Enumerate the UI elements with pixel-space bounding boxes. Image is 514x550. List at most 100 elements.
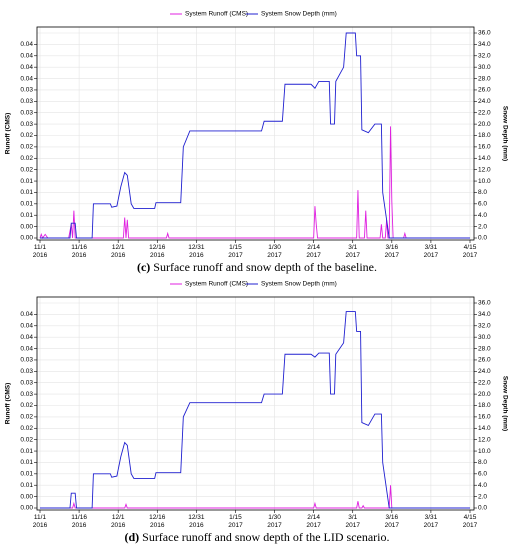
y-tick-label: 0.01	[20, 448, 33, 455]
series-line	[40, 32, 470, 239]
y2-tick-label: 0.0	[478, 235, 487, 242]
y2-tick-label: 6.0	[478, 471, 487, 478]
y2-tick-label: 32.0	[478, 52, 491, 59]
y2-axis-title: Snow Depth (mm)	[501, 106, 508, 161]
y-tick-label: 0.03	[20, 379, 33, 386]
y2-tick-label: 8.0	[478, 459, 487, 466]
y-tick-label: 0.04	[20, 41, 33, 48]
caption: (c) Surface runoff and snow depth of the …	[137, 260, 377, 274]
x-tick-label: 2/14 2017	[306, 514, 321, 529]
caption-text: Surface runoff and snow depth of the LID…	[142, 530, 389, 544]
y2-tick-label: 20.0	[478, 391, 491, 398]
y2-tick-label: 34.0	[478, 41, 491, 48]
legend-label: System Snow Depth (mm)	[261, 11, 337, 18]
y-tick-label: 0.00	[20, 505, 33, 512]
y2-tick-label: 30.0	[478, 64, 491, 71]
y2-tick-label: 8.0	[478, 189, 487, 196]
y2-tick-label: 34.0	[478, 311, 491, 318]
y-tick-label: 0.01	[20, 482, 33, 489]
series-line	[40, 311, 470, 509]
y2-tick-label: 16.0	[478, 144, 491, 151]
y-tick-label: 0.01	[20, 212, 33, 219]
y2-tick-label: 22.0	[478, 379, 491, 386]
y-tick-label: 0.03	[20, 368, 33, 375]
y-tick-label: 0.03	[20, 357, 33, 364]
x-tick-label: 1/15 2017	[228, 244, 243, 259]
y-tick-label: 0.04	[20, 75, 33, 82]
x-tick-label: 12/16 2016	[149, 244, 166, 259]
x-tick-label: 1/30 2017	[267, 514, 282, 529]
y-tick-label: 0.04	[20, 311, 33, 318]
y-tick-label: 0.02	[20, 132, 33, 139]
y-tick-label: 0.04	[20, 64, 33, 71]
x-tick-label: 11/1 2016	[33, 244, 48, 259]
y-tick-label: 0.02	[20, 155, 33, 162]
plot-frame	[36, 26, 475, 241]
x-tick-label: 3/1 2017	[345, 244, 360, 259]
y-tick-label: 0.00	[20, 235, 33, 242]
x-tick-label: 1/30 2017	[267, 244, 282, 259]
y2-tick-label: 18.0	[478, 402, 491, 409]
legend-label: System Runoff (CMS)	[185, 281, 248, 288]
x-tick-label: 12/1 2016	[111, 244, 126, 259]
x-tick-label: 12/31 2016	[188, 244, 205, 259]
y2-tick-label: 4.0	[478, 482, 487, 489]
y-tick-label: 0.04	[20, 52, 33, 59]
y-tick-label: 0.03	[20, 98, 33, 105]
caption-text: Surface runoff and snow depth of the bas…	[153, 260, 377, 274]
x-tick-label: 3/31 2017	[424, 514, 439, 529]
y2-tick-label: 26.0	[478, 357, 491, 364]
y-tick-label: 0.02	[20, 436, 33, 443]
x-tick-label: 4/15 2017	[463, 244, 478, 259]
y2-tick-label: 0.0	[478, 505, 487, 512]
y-tick-label: 0.02	[20, 425, 33, 432]
y2-tick-label: 2.0	[478, 493, 487, 500]
y2-tick-label: 12.0	[478, 166, 491, 173]
x-tick-label: 12/16 2016	[149, 514, 166, 529]
y-tick-label: 0.00	[20, 493, 33, 500]
x-tick-label: 12/1 2016	[111, 514, 126, 529]
y-tick-label: 0.03	[20, 121, 33, 128]
chart: 0.0 2.0 4.0 6.0 8.0 10.0 12.0 14.0 16.0 18.0 20.0 2…	[5, 281, 509, 544]
y2-tick-label: 2.0	[478, 223, 487, 230]
y-tick-label: 0.03	[20, 109, 33, 116]
x-tick-label: 4/15 2017	[463, 514, 478, 529]
y2-tick-label: 26.0	[478, 87, 491, 94]
y-tick-label: 0.02	[20, 166, 33, 173]
y2-tick-label: 36.0	[478, 300, 491, 307]
y2-tick-label: 36.0	[478, 30, 491, 37]
y2-axis-title: Snow Depth (mm)	[501, 376, 508, 431]
y-tick-label: 0.01	[20, 471, 33, 478]
x-tick-label: 2/14 2017	[306, 244, 321, 259]
y-tick-label: 0.01	[20, 178, 33, 185]
y2-tick-label: 22.0	[478, 109, 491, 116]
y-tick-label: 0.00	[20, 223, 33, 230]
x-tick-label: 11/1 2016	[33, 514, 48, 529]
y2-tick-label: 10.0	[478, 178, 491, 185]
legend-label: System Runoff (CMS)	[185, 11, 248, 18]
x-tick-label: 3/1 2017	[345, 514, 360, 529]
caption-label: (d)	[124, 530, 139, 544]
y-tick-label: 0.04	[20, 334, 33, 341]
y-tick-label: 0.04	[20, 322, 33, 329]
y2-tick-label: 14.0	[478, 155, 491, 162]
x-tick-label: 3/16 2017	[385, 514, 400, 529]
series-line	[39, 126, 470, 239]
y-tick-label: 0.02	[20, 402, 33, 409]
caption-label: (c)	[137, 260, 150, 274]
y-axis-title: Runoff (CMS)	[5, 383, 12, 425]
y-tick-label: 0.03	[20, 87, 33, 94]
y2-tick-label: 18.0	[478, 132, 491, 139]
x-tick-label: 11/16 2016	[71, 514, 87, 529]
y2-tick-label: 10.0	[478, 448, 491, 455]
y-tick-label: 0.02	[20, 414, 33, 421]
caption: (d) Surface runoff and snow depth of the …	[124, 530, 389, 544]
y-axis-title: Runoff (CMS)	[5, 113, 12, 155]
y-tick-label: 0.01	[20, 189, 33, 196]
x-tick-label: 3/31 2017	[424, 244, 439, 259]
y2-tick-label: 28.0	[478, 75, 491, 82]
y2-tick-label: 28.0	[478, 345, 491, 352]
y-tick-label: 0.04	[20, 345, 33, 352]
y-tick-label: 0.03	[20, 391, 33, 398]
y-tick-label: 0.01	[20, 459, 33, 466]
